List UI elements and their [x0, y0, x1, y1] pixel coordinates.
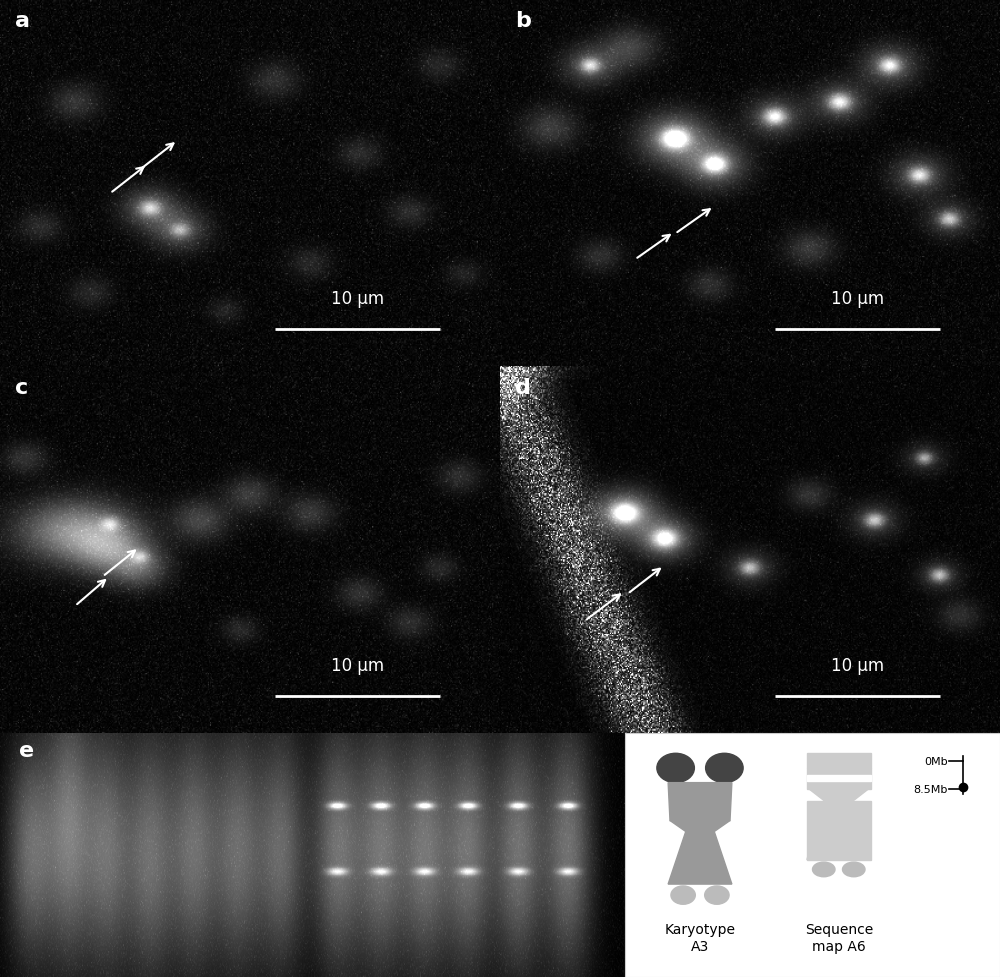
- Ellipse shape: [657, 753, 694, 783]
- Ellipse shape: [812, 863, 835, 877]
- Polygon shape: [668, 831, 732, 884]
- Ellipse shape: [671, 886, 695, 905]
- Ellipse shape: [706, 753, 743, 783]
- Bar: [807, 776, 871, 782]
- Ellipse shape: [705, 886, 729, 905]
- Text: 10 μm: 10 μm: [831, 290, 884, 308]
- Bar: [807, 753, 871, 768]
- Text: 8.5Mb: 8.5Mb: [913, 784, 948, 794]
- Text: e: e: [19, 741, 34, 760]
- Text: c: c: [15, 377, 28, 398]
- Text: Karyotype
A3: Karyotype A3: [664, 922, 736, 953]
- Polygon shape: [807, 801, 871, 860]
- Ellipse shape: [842, 863, 865, 877]
- Text: 10 μm: 10 μm: [831, 657, 884, 674]
- Bar: [807, 768, 871, 789]
- Text: b: b: [515, 11, 531, 31]
- Text: Sequence
map A6: Sequence map A6: [805, 922, 873, 953]
- Bar: [807, 801, 871, 860]
- Polygon shape: [670, 821, 730, 831]
- Text: 10 μm: 10 μm: [331, 290, 384, 308]
- Polygon shape: [809, 789, 869, 801]
- Text: d: d: [515, 377, 531, 398]
- Text: 0Mb: 0Mb: [924, 756, 948, 766]
- Polygon shape: [668, 783, 732, 821]
- Text: a: a: [15, 11, 30, 31]
- Text: 10 μm: 10 μm: [331, 657, 384, 674]
